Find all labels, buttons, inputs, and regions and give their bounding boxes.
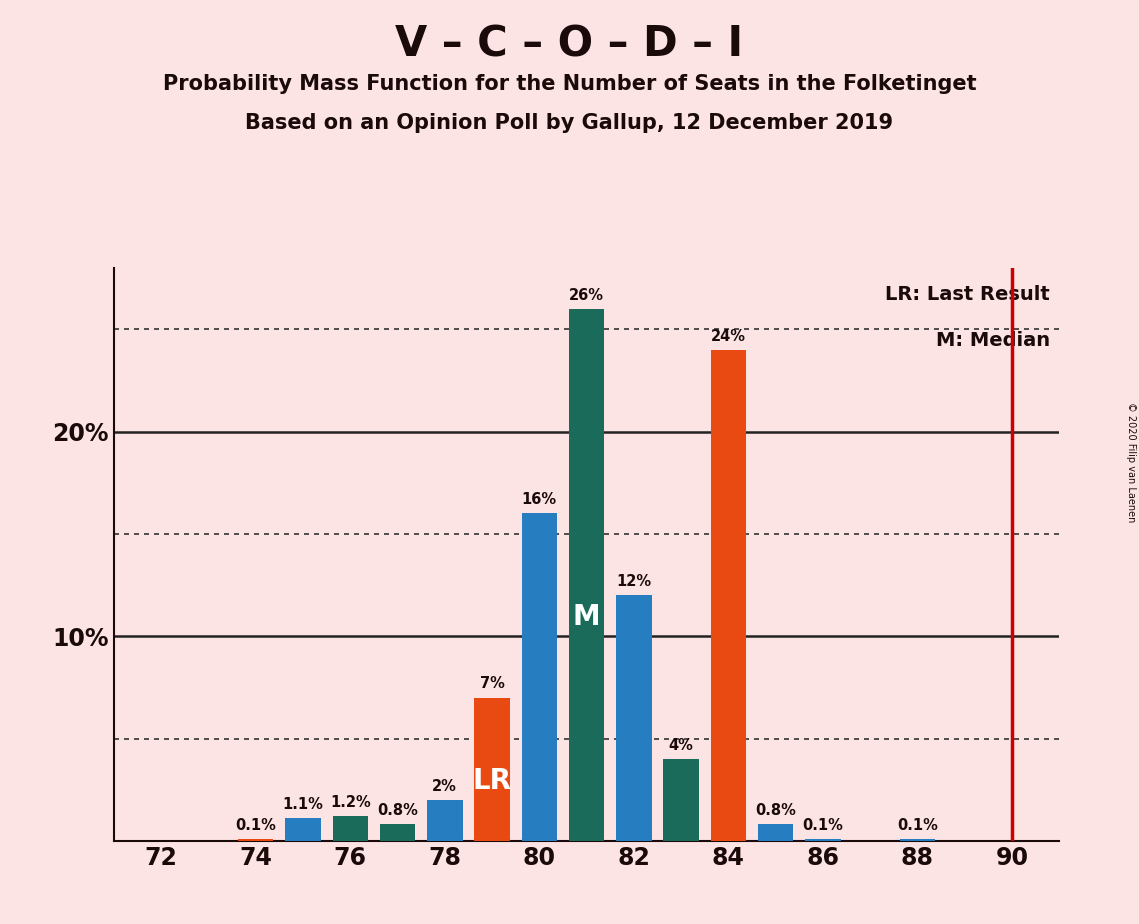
Bar (711, 350, 746, 841)
Bar (616, 595, 652, 841)
Text: 26%: 26% (570, 287, 604, 303)
Bar (427, 800, 462, 841)
Text: 0.8%: 0.8% (755, 803, 796, 819)
Bar (900, 839, 935, 841)
Bar (474, 698, 510, 841)
Text: V – C – O – D – I: V – C – O – D – I (395, 23, 744, 65)
Bar (805, 839, 841, 841)
Bar (379, 824, 416, 841)
Text: 4%: 4% (669, 738, 694, 753)
Bar (757, 824, 794, 841)
Bar (238, 839, 273, 841)
Text: 24%: 24% (711, 329, 746, 344)
Bar (568, 309, 605, 841)
Text: © 2020 Filip van Laenen: © 2020 Filip van Laenen (1126, 402, 1136, 522)
Bar (333, 816, 368, 841)
Text: 0.1%: 0.1% (898, 818, 937, 833)
Text: Based on an Opinion Poll by Gallup, 12 December 2019: Based on an Opinion Poll by Gallup, 12 D… (245, 113, 894, 133)
Text: 1.2%: 1.2% (330, 796, 370, 810)
Bar (522, 514, 557, 841)
Text: 2%: 2% (433, 779, 457, 794)
Text: 12%: 12% (616, 574, 652, 590)
Text: 16%: 16% (522, 492, 557, 507)
Text: 0.1%: 0.1% (236, 818, 276, 833)
Text: Probability Mass Function for the Number of Seats in the Folketinget: Probability Mass Function for the Number… (163, 74, 976, 94)
Text: M: M (573, 603, 600, 631)
Bar (285, 819, 321, 841)
Text: 0.1%: 0.1% (803, 818, 843, 833)
Text: 7%: 7% (480, 676, 505, 691)
Text: 0.8%: 0.8% (377, 803, 418, 819)
Text: LR: Last Result: LR: Last Result (885, 286, 1050, 304)
Text: 1.1%: 1.1% (282, 797, 323, 812)
Text: LR: LR (473, 767, 511, 795)
Bar (663, 759, 699, 841)
Text: M: Median: M: Median (936, 331, 1050, 350)
